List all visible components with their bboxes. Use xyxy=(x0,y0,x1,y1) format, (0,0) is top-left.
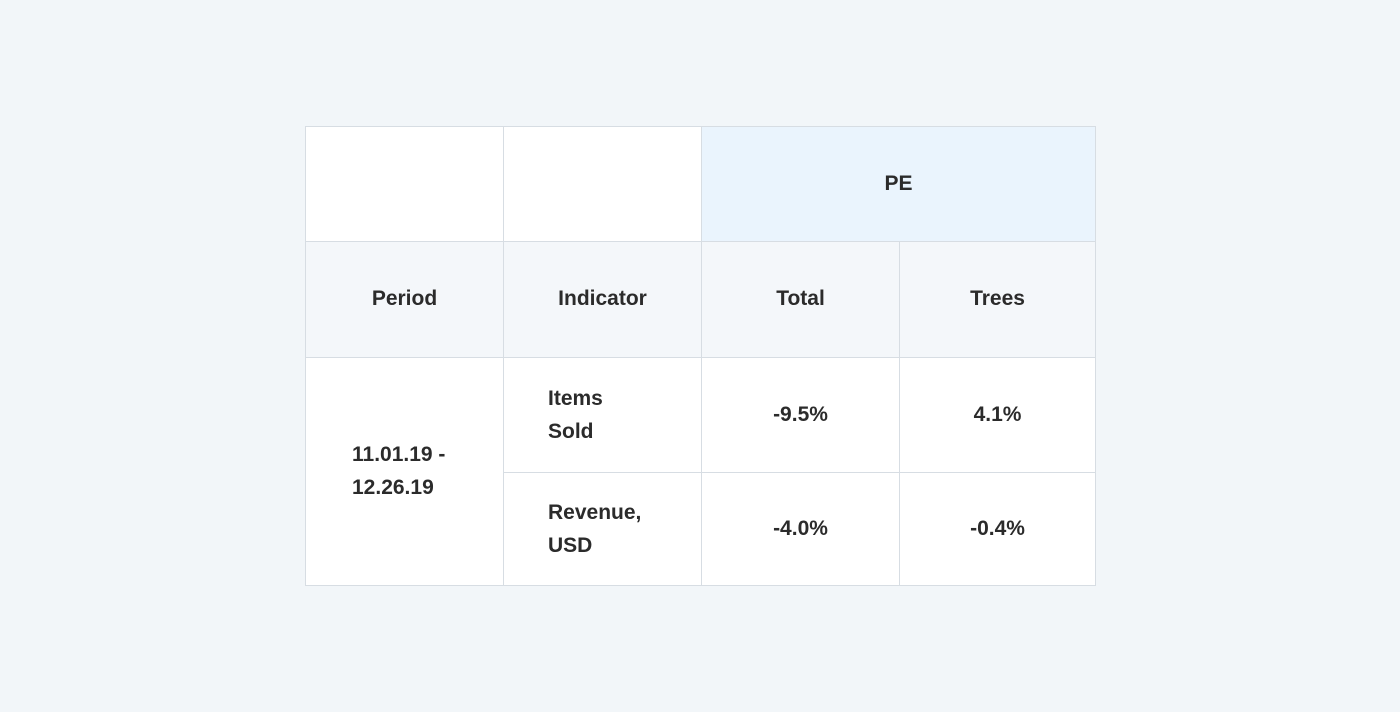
trees-value-cell: -0.4% xyxy=(898,471,1097,587)
column-header-total: Total xyxy=(701,241,900,358)
period-line: 11.01.19 - xyxy=(352,443,446,467)
column-header-trees: Trees xyxy=(898,241,1097,358)
report-table: PE Period Indicator Total Trees 11.01.19… xyxy=(305,125,1097,587)
indicator-line: Sold xyxy=(548,419,594,443)
indicator-cell: Revenue, USD xyxy=(503,471,702,587)
column-header-row: Period Indicator Total Trees xyxy=(305,241,1097,358)
table-row: Revenue, USD -4.0% -0.4% xyxy=(306,471,1097,587)
column-header-indicator: Indicator xyxy=(503,241,702,358)
table-row: 11.01.19 - 12.26.19 Items Sold -9.5% 4.1… xyxy=(305,356,1097,586)
indicator-line: USD xyxy=(548,533,593,557)
total-value-cell: -4.0% xyxy=(701,471,900,587)
indicator-cell: Items Sold xyxy=(503,356,702,473)
indicator-line: Revenue, xyxy=(548,500,642,524)
period-cell: 11.01.19 - 12.26.19 xyxy=(305,356,504,586)
indicator-line: Items xyxy=(548,386,603,410)
group-header-row: PE xyxy=(305,125,1097,243)
group-header-pe: PE xyxy=(700,125,1097,243)
total-value-cell: -9.5% xyxy=(701,356,900,473)
column-header-period: Period xyxy=(305,241,504,358)
blank-header-cell xyxy=(503,125,702,243)
period-line: 12.26.19 xyxy=(352,476,434,500)
trees-value-cell: 4.1% xyxy=(898,356,1097,473)
blank-header-cell xyxy=(305,125,504,243)
